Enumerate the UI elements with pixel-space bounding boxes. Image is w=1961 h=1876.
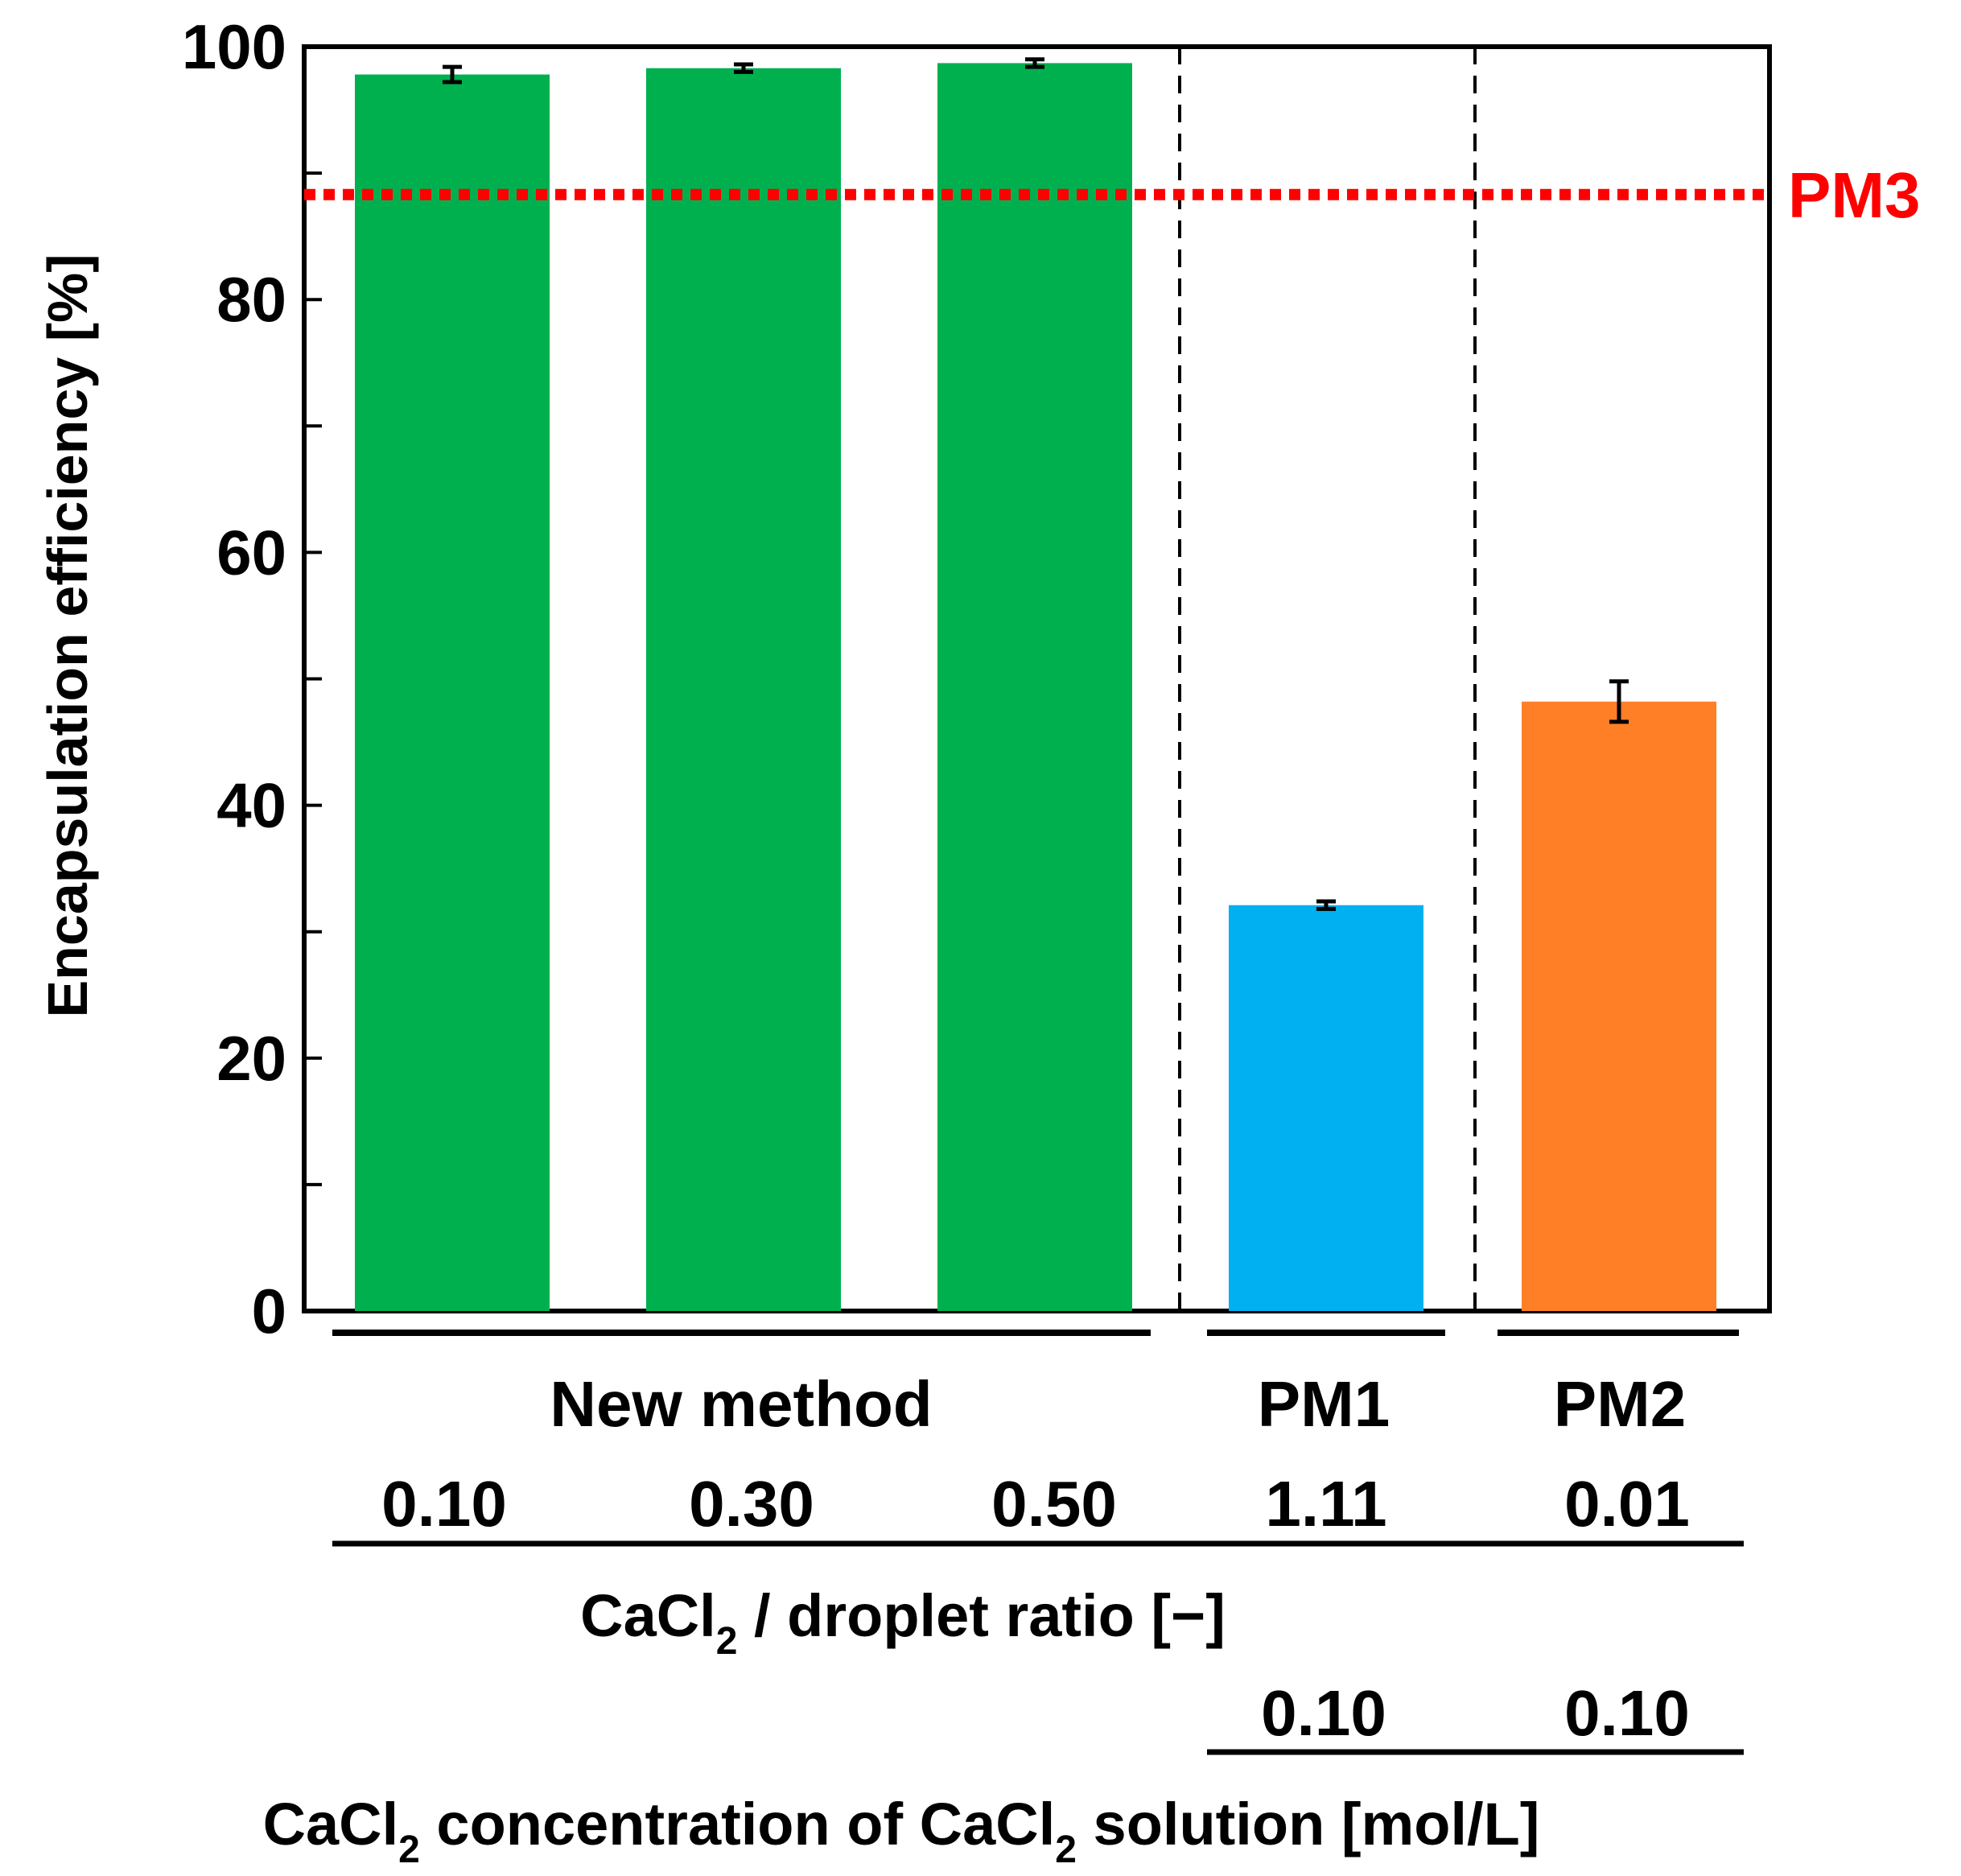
ratio-value: 1.11 xyxy=(1265,1468,1386,1540)
y-tick-label: 40 xyxy=(216,770,286,841)
y-tick-label: 20 xyxy=(216,1023,286,1094)
pm3-label: PM3 xyxy=(1788,159,1921,231)
ratio-values: 0.10 0.30 0.50 1.11 0.01 xyxy=(381,1468,1690,1540)
conc-label-s1: 2 xyxy=(398,1829,420,1871)
ratio-label-sub: 2 xyxy=(716,1620,738,1663)
conc-label-s2: 2 xyxy=(1055,1829,1077,1871)
ratio-value: 0.30 xyxy=(689,1468,814,1540)
y-tick-label: 100 xyxy=(182,11,286,82)
bar xyxy=(1229,905,1423,1311)
ratio-value: 0.01 xyxy=(1564,1468,1690,1540)
y-axis-label: Encapsulation efficiency [%] xyxy=(36,254,99,1017)
ratio-axis-label: CaCl2 / droplet ratio [−] xyxy=(580,1582,1226,1663)
bar xyxy=(937,63,1132,1312)
y-tick-label: 80 xyxy=(216,264,286,335)
ratio-label-prefix: CaCl xyxy=(580,1582,716,1649)
ratio-value: 0.10 xyxy=(381,1468,507,1540)
y-axis-ticks: 0 20 40 60 80 100 xyxy=(182,11,322,1346)
bars xyxy=(355,63,1716,1312)
conc-label-p2: concentration of CaCl xyxy=(420,1791,1055,1857)
y-tick-label: 60 xyxy=(216,517,286,588)
concentration-axis-label: CaCl2 concentration of CaCl2 solution [m… xyxy=(263,1791,1540,1871)
bar xyxy=(646,68,841,1311)
group-label-pm2: PM2 xyxy=(1554,1368,1687,1440)
group-label-new-method: New method xyxy=(550,1368,933,1440)
ratio-value: 0.50 xyxy=(991,1468,1117,1540)
error-bars xyxy=(443,57,1629,911)
conc-label-p3: solution [mol/L] xyxy=(1077,1791,1539,1857)
bar xyxy=(355,74,550,1311)
group-label-pm1: PM1 xyxy=(1258,1368,1390,1440)
concentration-value-pm2: 0.10 xyxy=(1564,1677,1690,1749)
ratio-label-suffix: / droplet ratio [−] xyxy=(737,1582,1225,1649)
conc-label-p1: CaCl xyxy=(263,1791,399,1857)
concentration-value-pm1: 0.10 xyxy=(1261,1677,1386,1749)
bar xyxy=(1522,701,1716,1311)
y-tick-label: 0 xyxy=(252,1276,286,1346)
